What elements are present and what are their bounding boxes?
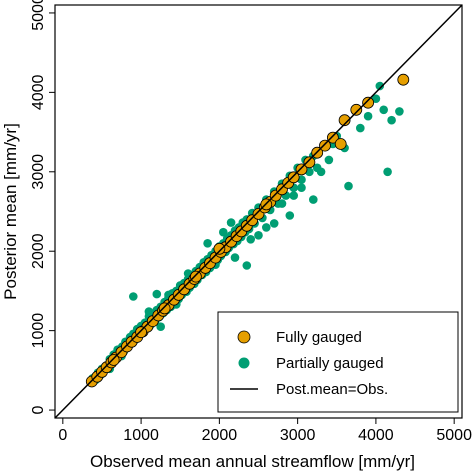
y-tick-label-4: 4000	[30, 74, 47, 110]
fully-gauged-point-52	[135, 326, 148, 339]
partially-gauged-point-119	[375, 81, 385, 91]
partially-gauged-point-109	[285, 211, 295, 220]
partially-gauged-point-124	[242, 261, 252, 270]
partially-gauged-point-103	[203, 239, 212, 248]
legend-identity-line-label: Post.mean=Obs.	[276, 381, 388, 398]
partially-gauged-point-105	[226, 218, 236, 227]
partially-gauged-point-130	[289, 191, 299, 200]
partially-gauged-point-115	[344, 181, 353, 191]
fully-gauged-point-47	[362, 96, 375, 109]
partially-gauged-point-117	[363, 111, 373, 121]
y-tick-label-0: 0	[30, 406, 47, 415]
fully-gauged-points	[85, 73, 410, 388]
partially-gauged-point-118	[371, 94, 381, 103]
partially-gauged-point-128	[324, 155, 334, 165]
plot-frame	[54, 4, 463, 419]
fully-gauged-point-43	[326, 131, 339, 144]
x-tick-label-5: 5000	[436, 427, 472, 444]
partially-gauged-point-106	[246, 235, 255, 244]
partially-gauged-point-122	[387, 115, 396, 125]
fully-gauged-point-39	[295, 163, 308, 176]
partially-gauged-point-111	[309, 195, 318, 204]
partially-gauged-point-121	[383, 167, 392, 177]
fully-gauged-point-42	[319, 139, 331, 152]
y-axis-label: Posterior mean [mm/yr]	[1, 123, 20, 300]
y-axis-ticks: 0 1000 2000 3000 4000 5000	[30, 0, 55, 415]
legend-partially-gauged-marker	[238, 357, 250, 369]
partially-gauged-point-99	[152, 289, 162, 299]
x-tick-label-0: 0	[58, 427, 67, 444]
partially-gauged-point-127	[144, 307, 154, 316]
fully-gauged-point-44	[334, 138, 347, 150]
fully-gauged-point-51	[158, 302, 171, 315]
partially-gauged-point-131	[269, 219, 279, 228]
partially-gauged-point-98	[129, 292, 138, 301]
partially-gauged-point-116	[356, 123, 365, 133]
fully-gauged-point-45	[338, 114, 351, 127]
partially-gauged-point-112	[316, 167, 326, 177]
fully-gauged-point-53	[107, 354, 120, 366]
partially-gauged-point-108	[277, 199, 287, 208]
partially-gauged-point-107	[262, 223, 271, 232]
fully-gauged-point-48	[397, 73, 410, 86]
y-tick-label-5: 5000	[30, 0, 47, 31]
partially-gauged-point-104	[219, 227, 228, 237]
partially-gauged-point-125	[230, 253, 240, 262]
legend-fully-gauged-label: Fully gauged	[276, 329, 362, 346]
legend: Fully gauged Partially gauged Post.mean=…	[217, 311, 459, 413]
x-tick-label-3: 3000	[280, 427, 316, 444]
partially-gauged-point-120	[379, 105, 389, 115]
x-axis-ticks: 0 1000 2000 3000 4000 5000	[58, 418, 472, 444]
fully-gauged-point-38	[287, 171, 300, 184]
fully-gauged-point-49	[213, 242, 226, 255]
y-tick-label-1: 1000	[30, 313, 47, 349]
identity-line	[54, 4, 463, 419]
partially-gauged-point-132	[156, 322, 165, 332]
fully-gauged-point-46	[350, 103, 363, 116]
x-axis-label: Observed mean annual streamflow [mm/yr]	[90, 452, 415, 471]
partially-gauged-point-110	[297, 183, 306, 192]
x-tick-label-4: 4000	[358, 427, 394, 444]
fully-gauged-point-40	[303, 156, 316, 169]
legend-box	[217, 311, 459, 413]
x-tick-label-1: 1000	[123, 427, 159, 444]
y-tick-label-2: 2000	[30, 233, 47, 269]
y-tick-label-3: 3000	[30, 154, 47, 190]
partially-gauged-point-135	[254, 231, 263, 240]
partially-gauged-point-123	[395, 107, 404, 116]
legend-partially-gauged-label: Partially gauged	[276, 355, 384, 372]
x-tick-label-2: 2000	[202, 427, 238, 444]
legend-fully-gauged-marker	[237, 330, 251, 344]
fully-gauged-point-50	[189, 270, 202, 283]
